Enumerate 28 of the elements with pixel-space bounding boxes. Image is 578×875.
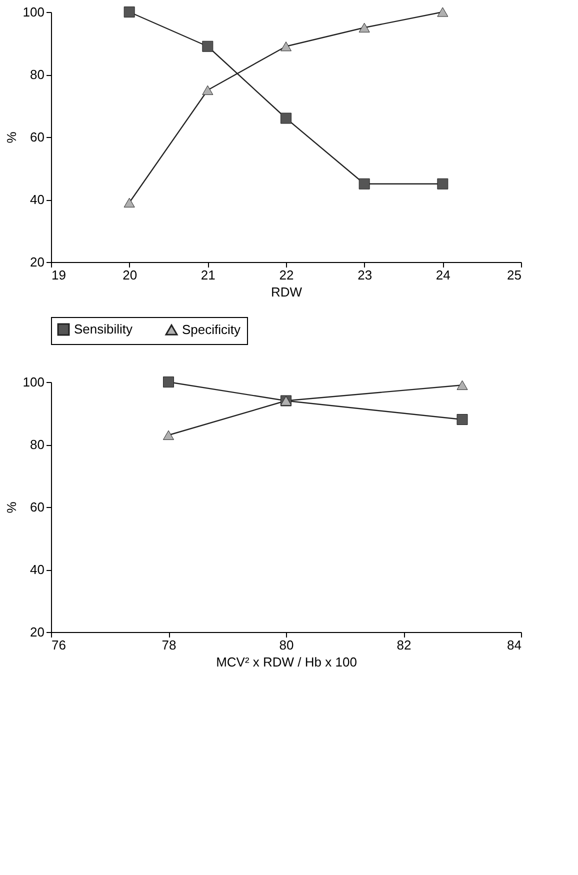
x-tick-label: 20 — [122, 268, 138, 282]
y-axis-title: % — [4, 501, 19, 514]
y-tick-label: 80 — [30, 67, 44, 82]
y-tick-label: 60 — [30, 500, 44, 514]
y-tick-label: 100 — [22, 4, 44, 20]
y-tick-label: 40 — [30, 192, 44, 207]
y-tick-label: 60 — [30, 130, 44, 144]
y-tick-label: 80 — [30, 437, 44, 452]
x-tick-label: 22 — [279, 268, 294, 282]
x-axis-title: MCV² x RDW / Hb x 100 — [216, 654, 357, 670]
x-tick-label: 78 — [162, 638, 176, 652]
x-tick-label: 23 — [358, 268, 372, 282]
y-axis-title: % — [4, 131, 19, 144]
y-tick-label: 100 — [22, 374, 44, 390]
x-tick-label: 21 — [200, 268, 216, 282]
x-tick-label: 19 — [52, 268, 66, 282]
y-tick-label: 40 — [30, 562, 44, 577]
x-tick-label: 80 — [279, 638, 294, 652]
x-tick-label: 24 — [436, 268, 450, 282]
x-tick-label: 25 — [507, 268, 522, 282]
y-tick-label: 20 — [30, 254, 44, 270]
legend-label: Specificity — [182, 322, 242, 337]
x-axis-title: RDW — [270, 284, 303, 300]
legend-label: Sensibility — [74, 322, 134, 337]
x-tick-label: 82 — [396, 638, 412, 652]
x-tick-label: 76 — [52, 638, 66, 652]
x-tick-label: 84 — [507, 638, 522, 652]
y-tick-label: 20 — [30, 624, 44, 640]
